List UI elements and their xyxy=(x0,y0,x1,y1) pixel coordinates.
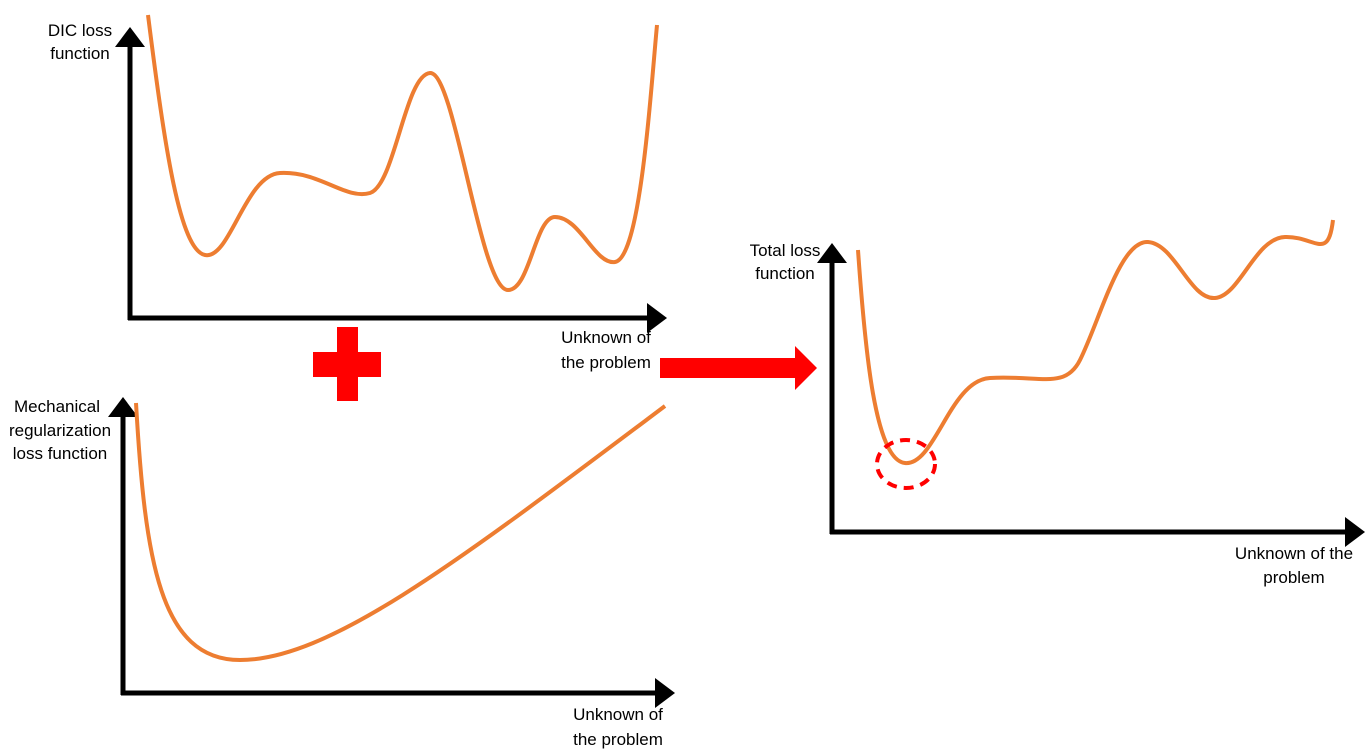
dic-loss-plot: DIC loss function Unknown of the problem xyxy=(48,14,667,372)
y-axis-label: regularization xyxy=(9,421,111,440)
arrow-right-icon xyxy=(660,346,817,390)
y-axis-label: function xyxy=(755,264,815,283)
x-axis-label: Unknown of xyxy=(573,705,663,724)
y-axis-label: function xyxy=(50,44,110,63)
x-axis-label: Unknown of the xyxy=(1235,544,1353,563)
plus-icon xyxy=(313,327,381,401)
total-loss-plot: Total loss function Unknown of the probl… xyxy=(750,219,1365,587)
y-axis-label: loss function xyxy=(13,444,108,463)
x-axis-label: the problem xyxy=(573,730,663,749)
y-axis-label: Total loss xyxy=(750,241,821,260)
x-axis-label: problem xyxy=(1263,568,1324,587)
x-axis-label: the problem xyxy=(561,353,651,372)
regularization-loss-curve xyxy=(134,402,667,663)
total-loss-curve xyxy=(856,219,1335,465)
dic-loss-curve xyxy=(146,14,659,293)
y-axis-label: DIC loss xyxy=(48,21,112,40)
y-axis-label: Mechanical xyxy=(14,397,100,416)
global-minimum-highlight xyxy=(875,438,937,490)
x-axis-label: Unknown of xyxy=(561,328,651,347)
regularization-loss-plot: Mechanical regularization loss function … xyxy=(9,397,675,749)
